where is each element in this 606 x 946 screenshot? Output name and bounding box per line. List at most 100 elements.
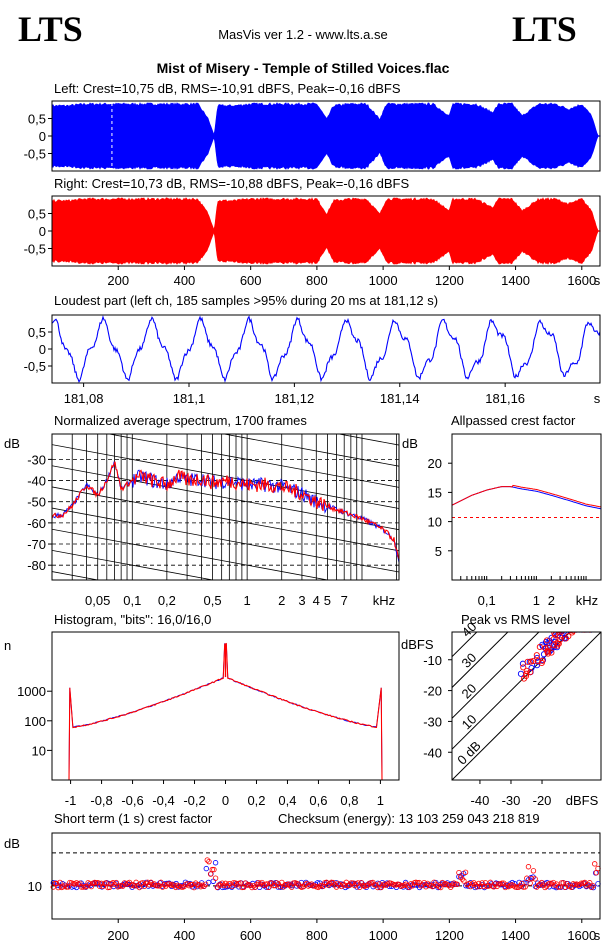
crest-st-point-right: [583, 883, 590, 889]
histogram-ytick-label: 100: [24, 714, 46, 729]
peak-rms-point-right: [569, 632, 576, 636]
crest-st-point-right: [207, 871, 214, 877]
loudest-part-xtick-label: 181,1: [173, 391, 206, 406]
peak-rms-point-right: [530, 657, 537, 665]
crest-st-point-right: [63, 884, 70, 890]
crest-st-point-right: [522, 884, 528, 890]
checksum-text: Checksum (energy): 13 103 259 043 218 81…: [278, 811, 540, 826]
crest-factor-title: Allpassed crest factor: [451, 413, 576, 428]
peak-rms-point-left: [577, 632, 582, 633]
logo-right: LTS: [512, 9, 577, 49]
spectrum-slope-line: [17, 713, 476, 798]
peak-rms-point-right: [571, 632, 576, 633]
crest-st-point-right: [351, 882, 358, 889]
left-channel-ytick-label: -0,5: [24, 147, 46, 162]
peak-rms-point-left: [574, 632, 578, 633]
crest-st-point-right: [88, 883, 95, 890]
peak-rms-point-right: [543, 637, 550, 644]
spectrum-slope-line: [52, 571, 101, 580]
peak-rms-point-left: [576, 632, 580, 633]
crest-st-xtick-label: 1000: [369, 928, 398, 943]
peak-rms-point-right: [545, 644, 552, 651]
crest-st-point-right: [380, 882, 386, 889]
crest-st-point-right: [166, 881, 172, 887]
peak-rms-point-right: [581, 632, 586, 633]
spectrum-slope-line: [17, 671, 476, 756]
peak-rms-point-right: [570, 632, 576, 634]
spectrum-ylabel: dB: [4, 436, 20, 451]
peak-rms-point-left: [574, 632, 579, 633]
file-title: Mist of Misery - Temple of Stilled Voice…: [156, 60, 450, 76]
peak-rms-point-right: [557, 632, 563, 634]
peak-rms-point-left: [589, 632, 594, 633]
crest-st-point-right: [184, 881, 191, 887]
crest-st-point-right: [110, 880, 116, 886]
crest-ylabel: dB: [402, 436, 418, 451]
crest-ytick-label: 15: [428, 485, 442, 500]
crest-st-point-right: [462, 869, 469, 876]
crest-st-point-right: [471, 880, 477, 886]
peak-rms-point-left: [582, 632, 587, 633]
crest-st-point-right: [568, 884, 575, 890]
peak-rms-point-left: [566, 632, 570, 633]
crest-st-point-right: [98, 880, 105, 887]
crest-st-point-right: [335, 880, 341, 887]
peak-rms-point-left: [579, 632, 584, 633]
crest-st-point-right: [52, 880, 58, 887]
peak-rms-point-left: [589, 632, 594, 633]
peak-rms-ytick-label: -20: [423, 684, 442, 699]
histogram-right-line: [68, 642, 383, 781]
spectrum-slope-line: [52, 528, 330, 580]
crest-st-point-right: [588, 884, 595, 891]
app-title: MasVis ver 1.2 - www.lts.a.se: [218, 27, 388, 42]
peak-rms-point-left: [561, 632, 568, 635]
crest-st-point-right: [477, 883, 484, 889]
right-xtick-label: 1000: [369, 273, 398, 288]
crest-st-point-right: [140, 880, 146, 886]
crest-st-point-right: [358, 879, 364, 886]
crest-st-point-right: [211, 866, 217, 873]
left-channel-ytick-label: 0: [39, 129, 46, 144]
peak-rms-point-right: [583, 632, 588, 633]
histogram-ytick-label: 10: [32, 743, 46, 758]
peak-rms-point-right: [562, 635, 570, 642]
peak-rms-point-right: [588, 632, 593, 633]
crest-st-point-right: [193, 880, 199, 886]
crest-st-point-right: [456, 869, 462, 876]
right-xtick-label: 200: [107, 273, 129, 288]
histogram-xtick-label: 0: [222, 793, 229, 808]
crest-st-point-right: [310, 883, 316, 889]
peak-rms-point-right: [554, 642, 561, 649]
loudest-part-xaxis-unit: s: [594, 391, 601, 406]
peak-rms-diagonal-label: 20: [459, 681, 480, 702]
crest-st-point-right: [111, 881, 118, 887]
crest-st-point-right: [348, 880, 355, 886]
peak-rms-point-left: [533, 662, 541, 669]
crest-st-point-right: [202, 881, 209, 887]
peak-rms-point-right: [573, 632, 578, 633]
crest-st-point-right: [530, 868, 537, 874]
histogram-xtick-label: -0,2: [183, 793, 205, 808]
peak-rms-point-right: [554, 640, 561, 647]
crest-st-point-right: [587, 880, 593, 886]
spectrum-ytick-label: -80: [27, 558, 46, 573]
peak-rms-point-right: [585, 632, 589, 633]
peak-rms-point-left: [586, 632, 591, 633]
crest-st-point-right: [542, 884, 548, 891]
loudest-part-xtick-label: 181,12: [275, 391, 315, 406]
crest-st-point-right: [527, 880, 533, 886]
histogram-ytick-label: 1000: [17, 684, 46, 699]
logo-left: LTS: [18, 9, 83, 49]
crest-st-point-right: [537, 881, 543, 887]
crest-right-line: [451, 484, 602, 508]
peak-rms-point-left: [571, 632, 576, 633]
peak-rms-point-right: [576, 632, 580, 633]
peak-rms-point-right: [571, 632, 576, 633]
spectrum-xtick-label: 5: [324, 593, 331, 608]
crest-st-point-right: [467, 883, 474, 890]
spectrum-slope-line: [52, 465, 399, 531]
crest-st-point-right: [560, 880, 566, 886]
peak-rms-point-right: [527, 669, 534, 676]
peak-rms-point-right: [524, 658, 531, 665]
crest-st-point-right: [476, 880, 482, 887]
